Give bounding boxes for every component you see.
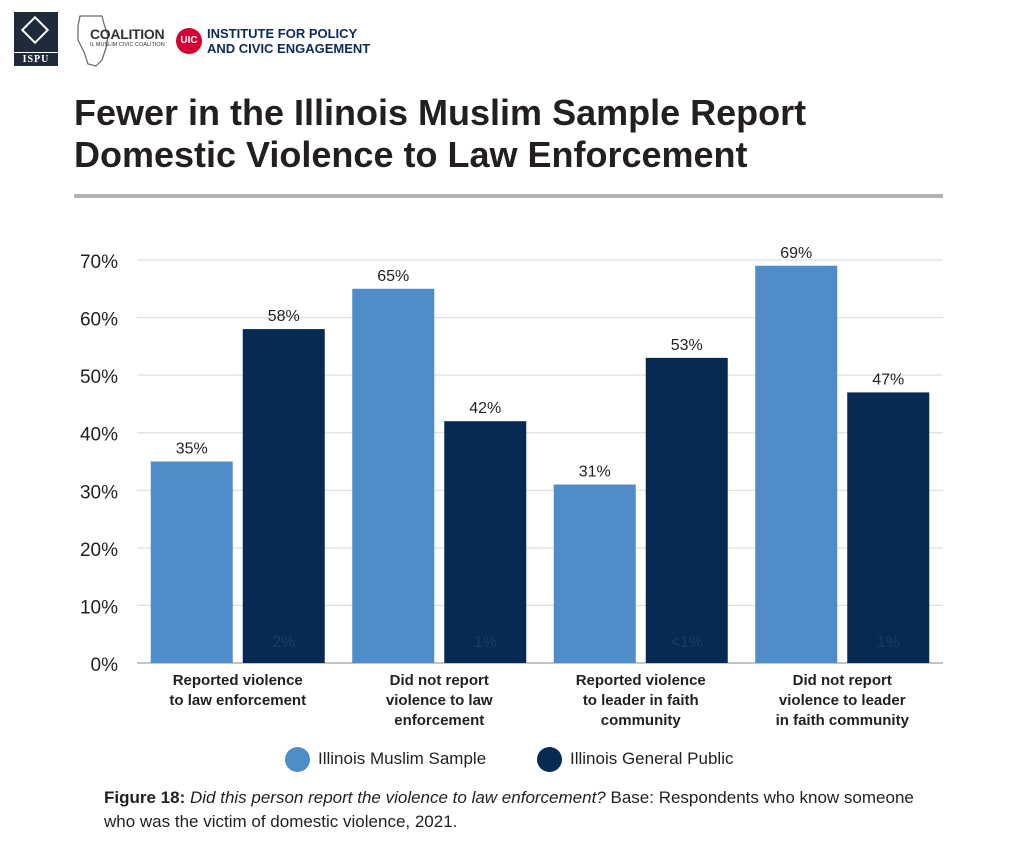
data-label: 69% (780, 245, 812, 262)
bar (444, 421, 527, 663)
y-tick-label: 40% (80, 425, 118, 446)
chart-title-line-2: Domestic Violence to Law Enforcement (74, 134, 748, 175)
bar (645, 357, 728, 663)
coalition-logo-name: COALITION (90, 26, 165, 42)
faint-label: 1% (474, 634, 497, 651)
data-label: 53% (671, 337, 703, 354)
legend-swatch-muslim (285, 747, 310, 772)
legend-swatch-general (537, 747, 562, 772)
ispu-logo-mark (14, 12, 58, 52)
bar (150, 461, 233, 663)
coalition-logo-subtitle: IL MUSLIM CIVIC COALITION (90, 42, 165, 48)
data-label: 42% (469, 400, 501, 417)
ispu-logo: ISPU (14, 12, 58, 66)
illinois-outline-icon (77, 15, 109, 67)
bar (847, 392, 930, 663)
uic-logo-line-2: AND CIVIC ENGAGEMENT (207, 41, 371, 56)
bar-chart: 0% 10% 20% 30% 40% 50% 60% 70% 35% 58% 2% Reported … (80, 245, 943, 729)
ispu-logo-text: ISPU (14, 53, 58, 66)
logo-bar: ISPU COALITION IL MUSLIM CIVIC COALITION… (14, 12, 414, 68)
bar (242, 329, 325, 663)
figure-caption: Figure 18: Did this person report the vi… (104, 786, 944, 834)
legend-label-general: Illinois General Public (570, 749, 734, 768)
diamond-icon (20, 15, 50, 45)
x-category-label: violence to law (386, 692, 493, 709)
x-category-label: enforcement (394, 712, 484, 729)
x-category-label: Reported violence (173, 672, 303, 689)
x-category-label: community (601, 712, 682, 729)
x-category-label: violence to leader (779, 692, 906, 709)
data-label: 47% (872, 371, 904, 388)
y-tick-label: 50% (80, 367, 118, 388)
title-divider (74, 194, 943, 198)
y-tick-label: 70% (80, 252, 118, 273)
y-tick-label: 60% (80, 310, 118, 331)
x-category-label: in faith community (776, 712, 910, 729)
uic-logo-text: INSTITUTE FOR POLICY AND CIVIC ENGAGEMEN… (207, 26, 370, 56)
caption-base: Base: Respondents who know someone who w… (104, 788, 914, 831)
y-tick-label: 20% (80, 540, 118, 561)
chart-title-line-1: Fewer in the Illinois Muslim Sample Repo… (74, 92, 807, 133)
data-label: 35% (176, 441, 208, 458)
chart-title: Fewer in the Illinois Muslim Sample Repo… (74, 92, 954, 176)
x-category-label: Reported violence (576, 672, 706, 689)
legend-label-muslim: Illinois Muslim Sample (318, 749, 487, 768)
y-tick-label: 30% (80, 482, 118, 503)
y-tick-label: 10% (80, 597, 118, 618)
bar (755, 265, 838, 663)
data-label: 65% (377, 268, 409, 285)
y-tick-label: 0% (91, 655, 119, 676)
x-category-label: Did not report (390, 672, 489, 689)
x-category-label: Did not report (793, 672, 892, 689)
faint-label: 1% (877, 634, 900, 651)
caption-label: Figure 18: (104, 788, 186, 807)
x-category-label: to leader in faith (583, 692, 699, 709)
faint-label: 2% (272, 634, 295, 651)
data-label: 31% (579, 464, 611, 481)
uic-logo-badge: UIC (176, 28, 202, 54)
x-category-label: to law enforcement (169, 692, 306, 709)
bar (352, 288, 435, 663)
bar (553, 484, 636, 663)
data-label: 58% (268, 308, 300, 325)
faint-label: <1% (671, 634, 703, 651)
uic-logo-line-1: INSTITUTE FOR POLICY (207, 26, 358, 41)
caption-question: Did this person report the violence to l… (189, 788, 606, 807)
